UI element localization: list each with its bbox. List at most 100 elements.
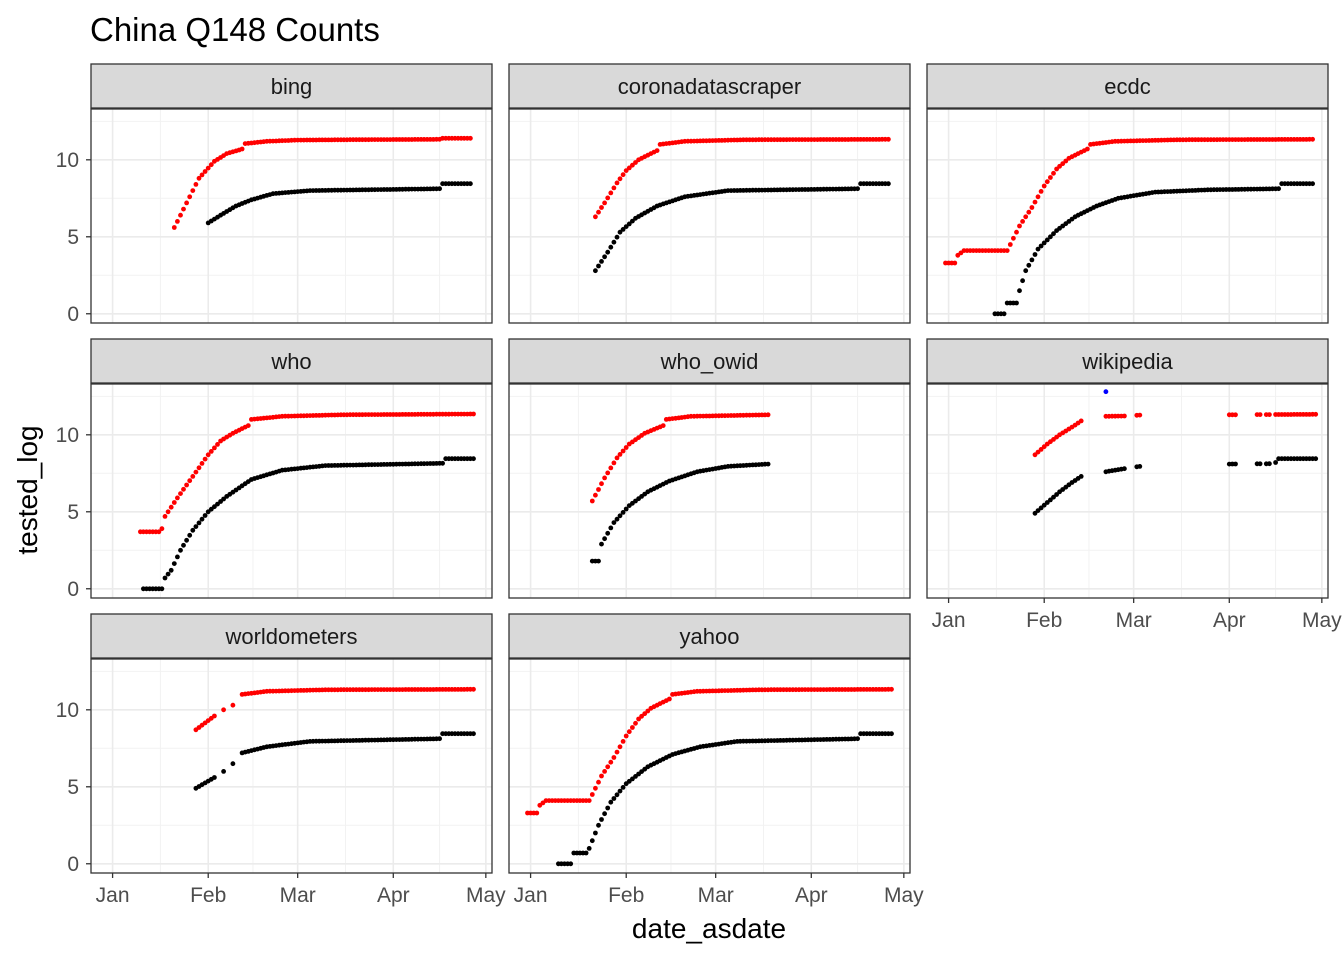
data-point-red bbox=[1041, 183, 1047, 189]
data-point-red bbox=[596, 487, 601, 492]
plot-background bbox=[91, 109, 492, 323]
x-axis: Jan Feb Mar Apr May bbox=[96, 873, 506, 907]
data-point-black bbox=[583, 850, 589, 856]
facet-strip bbox=[90, 63, 493, 109]
y-tick-label: 0 bbox=[67, 578, 79, 601]
facet-strip-label: worldometers bbox=[224, 624, 357, 649]
data-point-red bbox=[230, 702, 236, 708]
y-tick-label: 0 bbox=[67, 853, 79, 876]
y-tick-label: 5 bbox=[67, 501, 79, 524]
data-point-red bbox=[599, 205, 604, 210]
data-point-red bbox=[593, 214, 598, 220]
facet-panel-worldometers: worldometers 0 5 10 Jan Feb Mar Apr May bbox=[56, 613, 506, 907]
data-point-black bbox=[602, 254, 607, 260]
data-point-red bbox=[611, 460, 617, 466]
data-point-black bbox=[614, 792, 620, 798]
data-point-black bbox=[617, 513, 623, 519]
data-point-black bbox=[599, 541, 604, 547]
data-point-black bbox=[608, 799, 614, 805]
data-point-black bbox=[855, 736, 860, 742]
data-point-red bbox=[602, 769, 607, 774]
data-point-black bbox=[1041, 240, 1047, 246]
data-point-red bbox=[602, 200, 607, 206]
facet-strip bbox=[508, 613, 911, 659]
data-point-black bbox=[630, 218, 635, 224]
x-tick-label: Mar bbox=[280, 884, 316, 907]
data-point-black bbox=[608, 525, 614, 531]
data-point-red bbox=[534, 810, 540, 816]
data-point-black bbox=[1017, 288, 1022, 294]
data-point-black bbox=[605, 249, 611, 255]
data-point-red bbox=[1051, 170, 1056, 176]
x-tick-label: Apr bbox=[1213, 609, 1246, 632]
data-point-black bbox=[230, 761, 236, 767]
data-point-red bbox=[1038, 447, 1044, 452]
facet-strip-label: who_owid bbox=[660, 349, 759, 374]
y-tick-label: 10 bbox=[56, 424, 79, 447]
data-point-black bbox=[608, 244, 614, 250]
data-point-black bbox=[178, 547, 183, 553]
data-point-red bbox=[589, 498, 595, 504]
data-point-black bbox=[620, 785, 626, 790]
plot-background bbox=[509, 109, 910, 323]
data-point-red bbox=[1085, 146, 1090, 152]
gridlines bbox=[927, 384, 1328, 598]
data-point-red bbox=[654, 148, 660, 154]
panel-border bbox=[926, 383, 1329, 599]
data-point-red bbox=[1310, 136, 1315, 142]
data-point-black bbox=[1257, 461, 1263, 467]
data-point-black bbox=[212, 775, 217, 780]
data-point-red bbox=[605, 195, 611, 201]
gridlines bbox=[509, 659, 910, 873]
facet-panel-yahoo: yahoo Jan Feb Mar Apr May bbox=[508, 613, 924, 907]
data-point-red bbox=[611, 755, 617, 760]
data-point-red bbox=[623, 168, 629, 174]
data-point-black bbox=[623, 224, 629, 230]
data-point-red bbox=[1137, 412, 1143, 418]
facet-panel-wikipedia: wikipedia Jan Feb Mar Apr May bbox=[926, 338, 1342, 632]
data-points bbox=[1032, 389, 1319, 516]
data-point-black bbox=[1020, 278, 1025, 284]
data-point-black bbox=[440, 460, 445, 466]
data-point-black bbox=[202, 513, 208, 518]
data-point-black bbox=[468, 181, 473, 187]
facet-panel-ecdc: ecdc bbox=[926, 63, 1329, 324]
data-points bbox=[593, 136, 891, 274]
data-point-black bbox=[1044, 237, 1050, 243]
data-point-black bbox=[1032, 252, 1038, 257]
data-point-red bbox=[1026, 209, 1032, 215]
gridlines bbox=[91, 109, 492, 323]
y-axis: 0 5 10 bbox=[56, 149, 91, 326]
data-point-red bbox=[889, 686, 894, 692]
data-point-black bbox=[168, 567, 174, 573]
data-point-red bbox=[667, 696, 672, 702]
x-tick-label: Feb bbox=[190, 884, 226, 907]
data-point-red bbox=[1038, 189, 1044, 194]
data-point-red bbox=[617, 452, 623, 457]
data-point-black bbox=[602, 536, 607, 542]
data-point-black bbox=[1041, 502, 1047, 508]
x-tick-label: Jan bbox=[96, 884, 130, 907]
data-point-black bbox=[1023, 268, 1029, 274]
data-point-red bbox=[165, 509, 171, 515]
facet-strip-label: wikipedia bbox=[1081, 349, 1173, 374]
data-point-red bbox=[614, 749, 620, 755]
data-point-black bbox=[159, 586, 165, 592]
data-point-red bbox=[630, 725, 635, 730]
data-point-red bbox=[162, 514, 168, 519]
data-point-black bbox=[599, 259, 604, 264]
data-point-red bbox=[1029, 205, 1035, 210]
data-point-black bbox=[193, 524, 199, 529]
data-point-red bbox=[1035, 194, 1041, 200]
data-point-black bbox=[568, 861, 574, 867]
data-point-red bbox=[1017, 223, 1022, 229]
facet-panel-who_owid: who_owid bbox=[508, 338, 911, 599]
data-point-red bbox=[212, 713, 217, 719]
panel-border bbox=[508, 658, 911, 874]
data-point-red bbox=[202, 169, 208, 174]
x-tick-label: Apr bbox=[795, 884, 828, 907]
data-point-red bbox=[471, 411, 476, 417]
data-point-black bbox=[620, 510, 626, 515]
data-point-black bbox=[611, 796, 617, 801]
data-point-red bbox=[178, 212, 183, 218]
